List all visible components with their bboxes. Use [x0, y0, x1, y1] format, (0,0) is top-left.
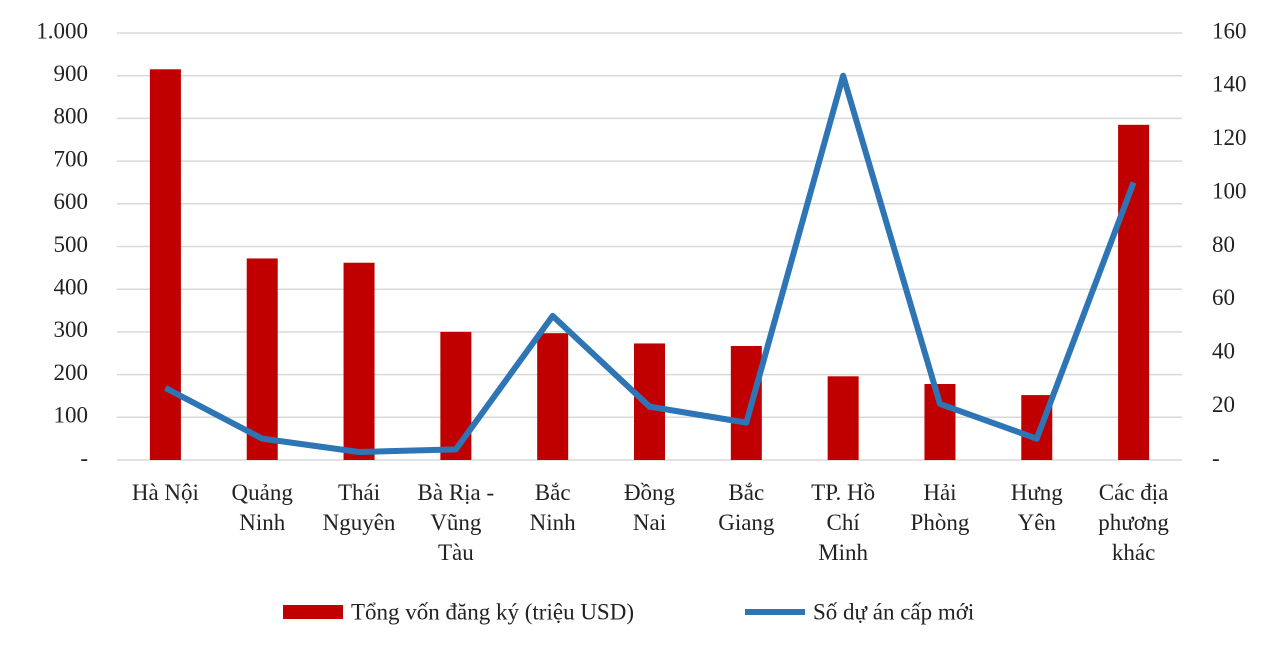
- x-tick-label: TP. Hồ Chí Minh: [811, 480, 876, 565]
- y-tick-label: 100: [54, 403, 89, 428]
- y2-tick-label: -: [1212, 445, 1220, 470]
- y-tick-label: 1.000: [36, 18, 88, 43]
- x-tick-label: Hà Nội: [131, 480, 199, 505]
- x-tick-label: Các địa phương khác: [1098, 480, 1169, 565]
- x-tick-label: Thái Nguyên: [322, 480, 396, 535]
- bar: [1118, 124, 1150, 461]
- y-tick-label: 500: [54, 232, 89, 257]
- line: [164, 72, 1137, 455]
- y-tick-label: 300: [54, 317, 89, 342]
- x-tick-label: Bà Rịa - Vũng Tàu: [417, 480, 495, 565]
- bar: [440, 331, 472, 460]
- y2-tick-label: 20: [1212, 392, 1235, 417]
- y-tick-label: -: [80, 445, 88, 470]
- y2-tick-label: 40: [1212, 339, 1235, 364]
- bar: [246, 258, 278, 460]
- legend-label: Số dự án cấp mới: [813, 599, 974, 624]
- y-tick-label: 700: [54, 146, 89, 171]
- bar: [343, 262, 375, 460]
- y2-tick-label: 100: [1212, 178, 1247, 203]
- bar: [634, 343, 665, 460]
- legend-label: Tổng vốn đăng ký (triệu USD): [351, 599, 634, 624]
- legend-swatch: [283, 605, 343, 619]
- x-tick-label: Quảng Ninh: [231, 480, 293, 535]
- bar: [149, 69, 181, 461]
- x-tick-label: Bắc Ninh: [529, 480, 576, 535]
- y-tick-label: 400: [54, 274, 89, 299]
- y2-tick-label: 140: [1212, 72, 1247, 97]
- y2-tick-label: 80: [1212, 232, 1235, 257]
- y-tick-label: 800: [54, 104, 89, 129]
- bar: [537, 333, 569, 460]
- bar: [730, 345, 762, 460]
- bar: [827, 376, 859, 460]
- x-tick-label: Bắc Giang: [718, 480, 775, 535]
- x-tick-label: Hưng Yên: [1010, 480, 1063, 535]
- y-tick-label: 900: [54, 61, 89, 86]
- y2-tick-label: 160: [1212, 18, 1247, 43]
- y-tick-label: 600: [54, 189, 89, 214]
- y2-tick-label: 60: [1212, 285, 1235, 310]
- x-tick-label: Đồng Nai: [623, 480, 676, 535]
- y2-tick-label: 120: [1212, 125, 1247, 150]
- y-tick-label: 200: [54, 360, 89, 385]
- x-tick-label: Hải Phòng: [910, 480, 970, 535]
